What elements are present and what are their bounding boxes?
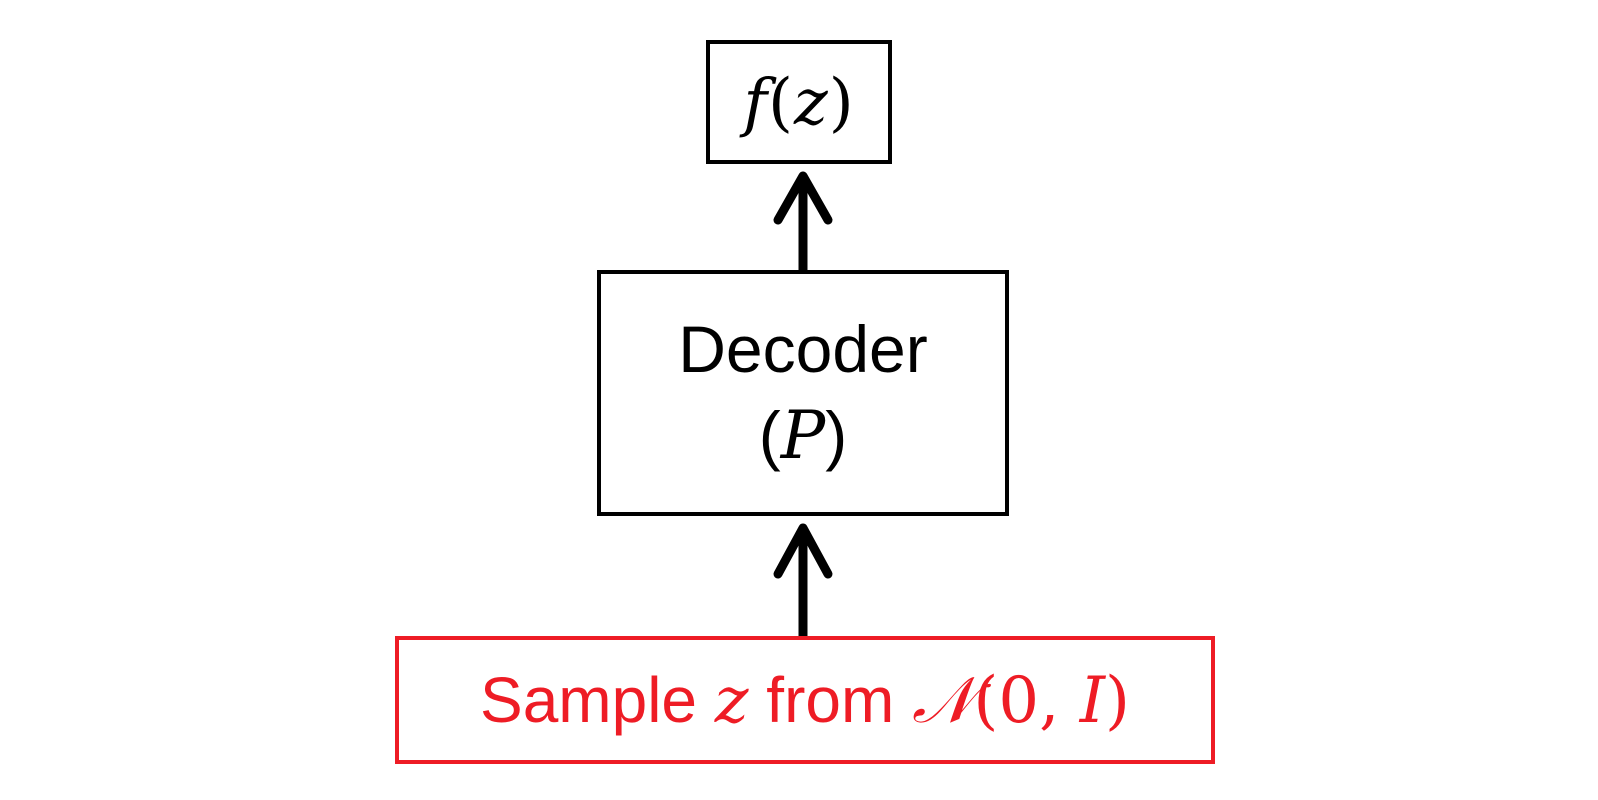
decoder-label: Decoder — [678, 312, 928, 387]
output-var: z — [793, 65, 829, 140]
params-open-paren: ( — [973, 663, 999, 738]
params-close-paren: ) — [1105, 663, 1130, 738]
decoder-symbol-close: ) — [825, 398, 848, 472]
output-close-paren: ) — [828, 65, 855, 140]
output-open-paren: ( — [768, 65, 794, 140]
params-identity: I — [1079, 663, 1106, 738]
output-box: f(z) — [706, 40, 892, 164]
sample-var: z — [714, 663, 749, 738]
sample-middle: from — [766, 663, 895, 736]
arrowhead-upper — [773, 171, 833, 225]
sample-expression: Sample z from 𝒩(0, I) — [480, 668, 1130, 733]
output-expression: f(z) — [743, 70, 854, 135]
sample-box: Sample z from 𝒩(0, I) — [395, 636, 1215, 764]
params-zero: 0 — [998, 663, 1040, 738]
decoder-symbol-letter: P — [780, 397, 826, 474]
arrow-sample-to-decoder — [773, 523, 833, 636]
output-func: f — [743, 65, 769, 140]
params-separator: , — [1039, 663, 1080, 738]
decoder-box: Decoder (P) — [597, 270, 1009, 516]
decoder-symbol: (P) — [759, 393, 847, 479]
arrow-decoder-to-output — [773, 171, 833, 270]
arrowhead-lower — [773, 523, 833, 579]
normal-distribution-symbol: 𝒩 — [912, 663, 974, 738]
decoder-symbol-open: ( — [758, 398, 781, 472]
sample-prefix: Sample — [480, 663, 697, 736]
